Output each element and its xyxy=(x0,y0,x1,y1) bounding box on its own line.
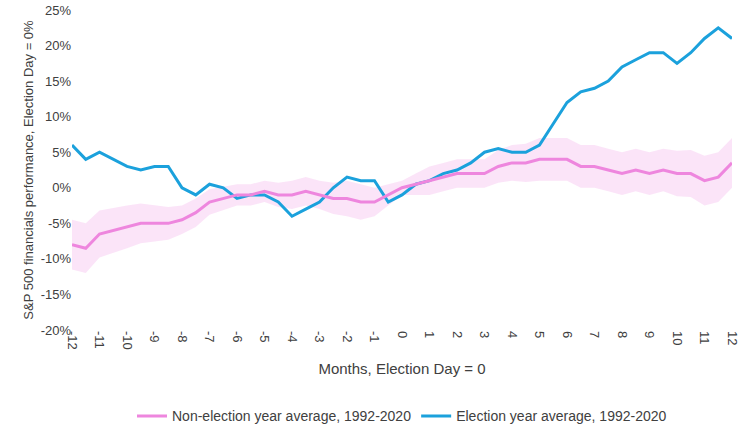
svg-text:5: 5 xyxy=(532,331,547,338)
svg-text:20%: 20% xyxy=(45,38,71,53)
svg-text:7: 7 xyxy=(587,331,602,338)
svg-text:Months, Election Day = 0: Months, Election Day = 0 xyxy=(318,360,485,377)
svg-text:3: 3 xyxy=(477,331,492,338)
svg-text:2: 2 xyxy=(450,331,465,338)
svg-text:-7: -7 xyxy=(202,331,217,343)
svg-text:-12: -12 xyxy=(65,331,80,350)
svg-text:Election year average, 1992-20: Election year average, 1992-2020 xyxy=(456,408,666,424)
svg-text:1: 1 xyxy=(422,331,437,338)
svg-text:5%: 5% xyxy=(52,145,71,160)
svg-text:-10: -10 xyxy=(120,331,135,350)
svg-text:9: 9 xyxy=(642,331,657,338)
svg-text:4: 4 xyxy=(505,331,520,338)
svg-text:-8: -8 xyxy=(175,331,190,343)
svg-text:8: 8 xyxy=(615,331,630,338)
svg-text:25%: 25% xyxy=(45,3,71,18)
svg-text:-10%: -10% xyxy=(41,251,72,266)
svg-text:15%: 15% xyxy=(45,74,71,89)
svg-text:-2: -2 xyxy=(340,331,355,343)
svg-text:6: 6 xyxy=(560,331,575,338)
svg-text:12: 12 xyxy=(725,331,740,345)
svg-text:-1: -1 xyxy=(367,331,382,343)
svg-text:-4: -4 xyxy=(285,331,300,343)
svg-text:-3: -3 xyxy=(312,331,327,343)
svg-text:10%: 10% xyxy=(45,109,71,124)
svg-text:-5: -5 xyxy=(257,331,272,343)
svg-text:11: 11 xyxy=(697,331,712,345)
svg-text:-15%: -15% xyxy=(41,287,72,302)
svg-text:-11: -11 xyxy=(92,331,107,349)
svg-text:0%: 0% xyxy=(52,180,71,195)
svg-text:-5%: -5% xyxy=(48,216,72,231)
svg-text:10: 10 xyxy=(670,331,685,345)
svg-text:Non-election year average, 199: Non-election year average, 1992-2020 xyxy=(172,408,411,424)
svg-text:-6: -6 xyxy=(230,331,245,343)
svg-text:-9: -9 xyxy=(147,331,162,343)
svg-text:S&P 500 financials performance: S&P 500 financials performance, Election… xyxy=(21,20,36,320)
svg-text:-20%: -20% xyxy=(41,323,72,338)
svg-text:0: 0 xyxy=(395,331,410,338)
